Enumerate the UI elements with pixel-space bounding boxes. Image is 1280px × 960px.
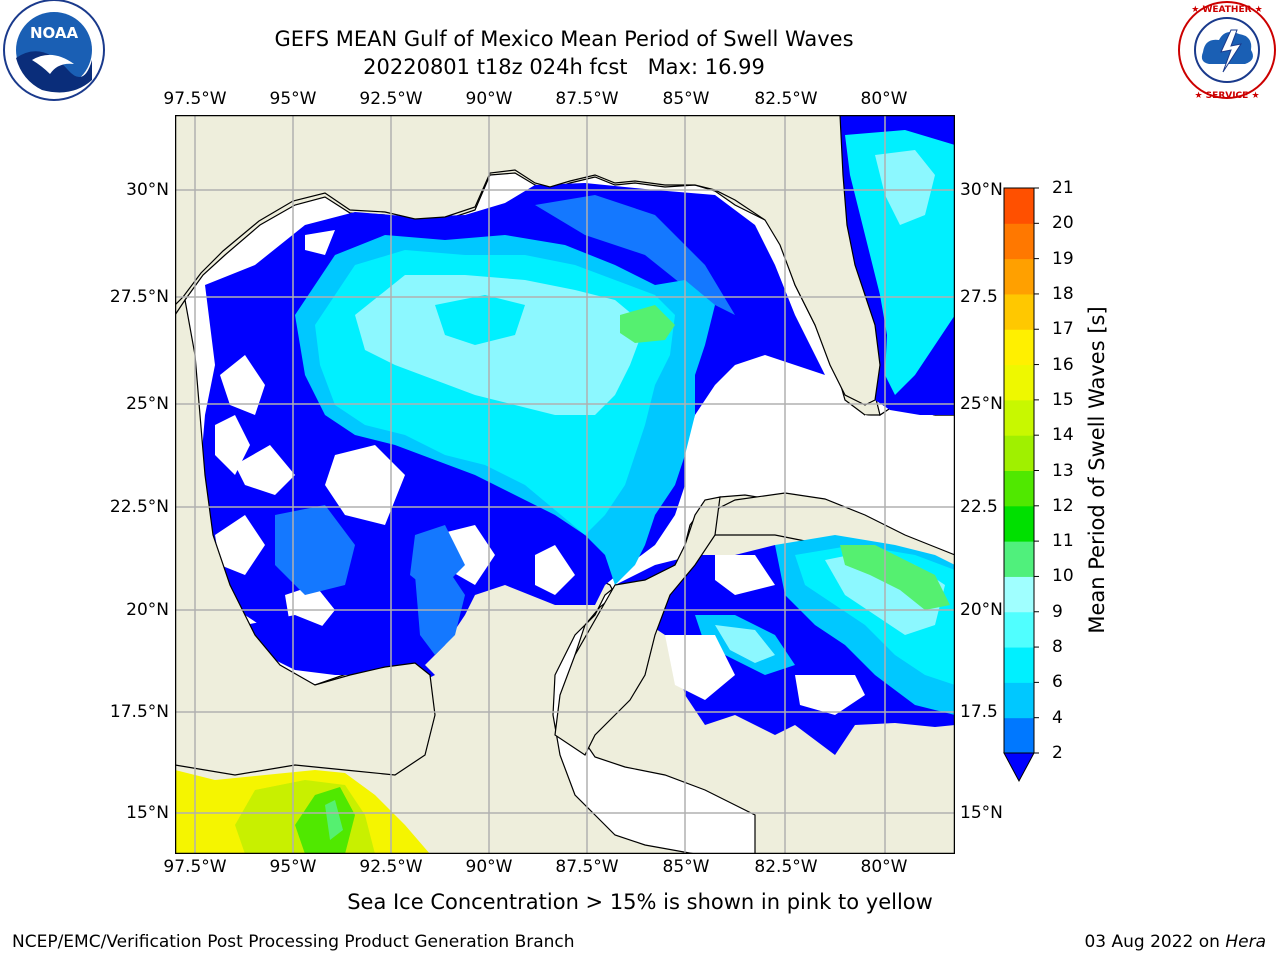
lat-label-right: 22.5	[960, 497, 998, 517]
svg-text:★ WEATHER ★: ★ WEATHER ★	[1191, 5, 1263, 15]
colorbar-segment	[1004, 399, 1034, 436]
lon-label-top: 95°W	[269, 89, 317, 109]
lon-label-top: 90°W	[465, 89, 513, 109]
footer-host: Hera	[1225, 932, 1266, 952]
colorbar-label: Mean Period of Swell Waves [s]	[1085, 306, 1109, 634]
colorbar-segment	[1004, 576, 1034, 613]
colorbar-tick-label: 17	[1052, 319, 1074, 340]
colorbar-extend	[1003, 752, 1035, 783]
lon-label-bottom: 82.5°W	[754, 857, 818, 877]
lon-label-top: 92.5°W	[359, 89, 423, 109]
colorbar-tick-label: 6	[1052, 672, 1063, 693]
colorbar-tick-label: 11	[1052, 531, 1074, 552]
lat-label-left: 20°N	[126, 600, 169, 620]
colorbar-segment	[1004, 647, 1034, 683]
colorbar-tick-label: 12	[1052, 495, 1074, 516]
lat-label-right: 17.5	[960, 702, 998, 722]
lon-label-top: 85°W	[662, 89, 710, 109]
colorbar-tick-label: 2	[1052, 743, 1063, 763]
lat-label-right: 27.5	[960, 287, 998, 307]
lon-label-top: 87.5°W	[555, 89, 619, 109]
colorbar-segment	[1004, 364, 1034, 401]
lat-label-right: 20°N	[960, 600, 1003, 620]
colorbar-tick-label: 18	[1052, 283, 1074, 304]
colorbar-tick-label: 16	[1052, 354, 1074, 375]
lon-label-top: 82.5°W	[754, 89, 818, 109]
footer-date: 03 Aug 2022 on	[1084, 932, 1226, 952]
colorbar-segment	[1004, 223, 1034, 260]
lon-label-bottom: 97.5°W	[163, 857, 227, 877]
chart-subtitle: 20220801 t18z 024h fcst Max: 16.99	[363, 55, 765, 79]
noaa-logo: NOAA	[3, 0, 105, 101]
lon-label-bottom: 90°W	[465, 857, 513, 877]
colorbar-segment	[1004, 541, 1034, 577]
lon-label-top: 97.5°W	[163, 89, 227, 109]
lon-label-bottom: 95°W	[269, 857, 317, 877]
noaa-logo-text: NOAA	[30, 24, 79, 42]
lat-label-left: 30°N	[126, 180, 169, 200]
svg-text:★ SERVICE ★: ★ SERVICE ★	[1194, 91, 1259, 101]
colorbar-tick-label: 10	[1052, 566, 1074, 587]
lat-label-right: 15°N	[960, 803, 1003, 823]
sea-ice-note: Sea Ice Concentration > 15% is shown in …	[347, 890, 933, 914]
colorbar-segment	[1004, 435, 1034, 471]
lat-label-left: 15°N	[126, 803, 169, 823]
colorbar-segment	[1004, 505, 1034, 542]
lat-label-right: 25°N	[960, 394, 1003, 414]
colorbar-tick-label: 4	[1052, 707, 1063, 728]
colorbar	[1003, 187, 1039, 783]
colorbar-segment	[1004, 188, 1034, 224]
lat-label-left: 22.5°N	[109, 497, 169, 517]
nws-logo: ★ WEATHER ★ ★ SERVICE ★	[1178, 1, 1276, 101]
lat-label-left: 17.5°N	[109, 702, 169, 722]
colorbar-tick-label: 20	[1052, 213, 1074, 234]
colorbar-segment	[1004, 293, 1034, 330]
footer-timestamp: 03 Aug 2022 on Hera	[1084, 932, 1266, 952]
colorbar-tick-label: 13	[1052, 460, 1074, 481]
chart-title: GEFS MEAN Gulf of Mexico Mean Period of …	[274, 27, 854, 51]
colorbar-tick-label: 14	[1052, 425, 1074, 446]
colorbar-segment	[1004, 470, 1034, 507]
lat-label-left: 25°N	[126, 394, 169, 414]
colorbar-segment	[1004, 329, 1034, 366]
colorbar-segment	[1004, 682, 1034, 719]
colorbar-tick-label: 15	[1052, 389, 1074, 410]
lon-label-bottom: 80°W	[860, 857, 908, 877]
colorbar-segment	[1004, 258, 1034, 295]
colorbar-tick-label: 21	[1052, 178, 1074, 198]
lon-label-bottom: 92.5°W	[359, 857, 423, 877]
colorbar-segment	[1004, 611, 1034, 648]
map-gridlines	[175, 115, 955, 854]
colorbar-tick-label: 19	[1052, 248, 1074, 269]
lon-label-bottom: 85°W	[662, 857, 710, 877]
lat-label-right: 30°N	[960, 180, 1003, 200]
colorbar-tick-label: 9	[1052, 601, 1063, 622]
colorbar-tick-label: 8	[1052, 637, 1063, 658]
map-panel	[175, 115, 955, 854]
lat-label-left: 27.5°N	[109, 287, 169, 307]
lon-label-bottom: 87.5°W	[555, 857, 619, 877]
footer-credit: NCEP/EMC/Verification Post Processing Pr…	[12, 932, 575, 952]
colorbar-segment	[1004, 717, 1034, 754]
lon-label-top: 80°W	[860, 89, 908, 109]
